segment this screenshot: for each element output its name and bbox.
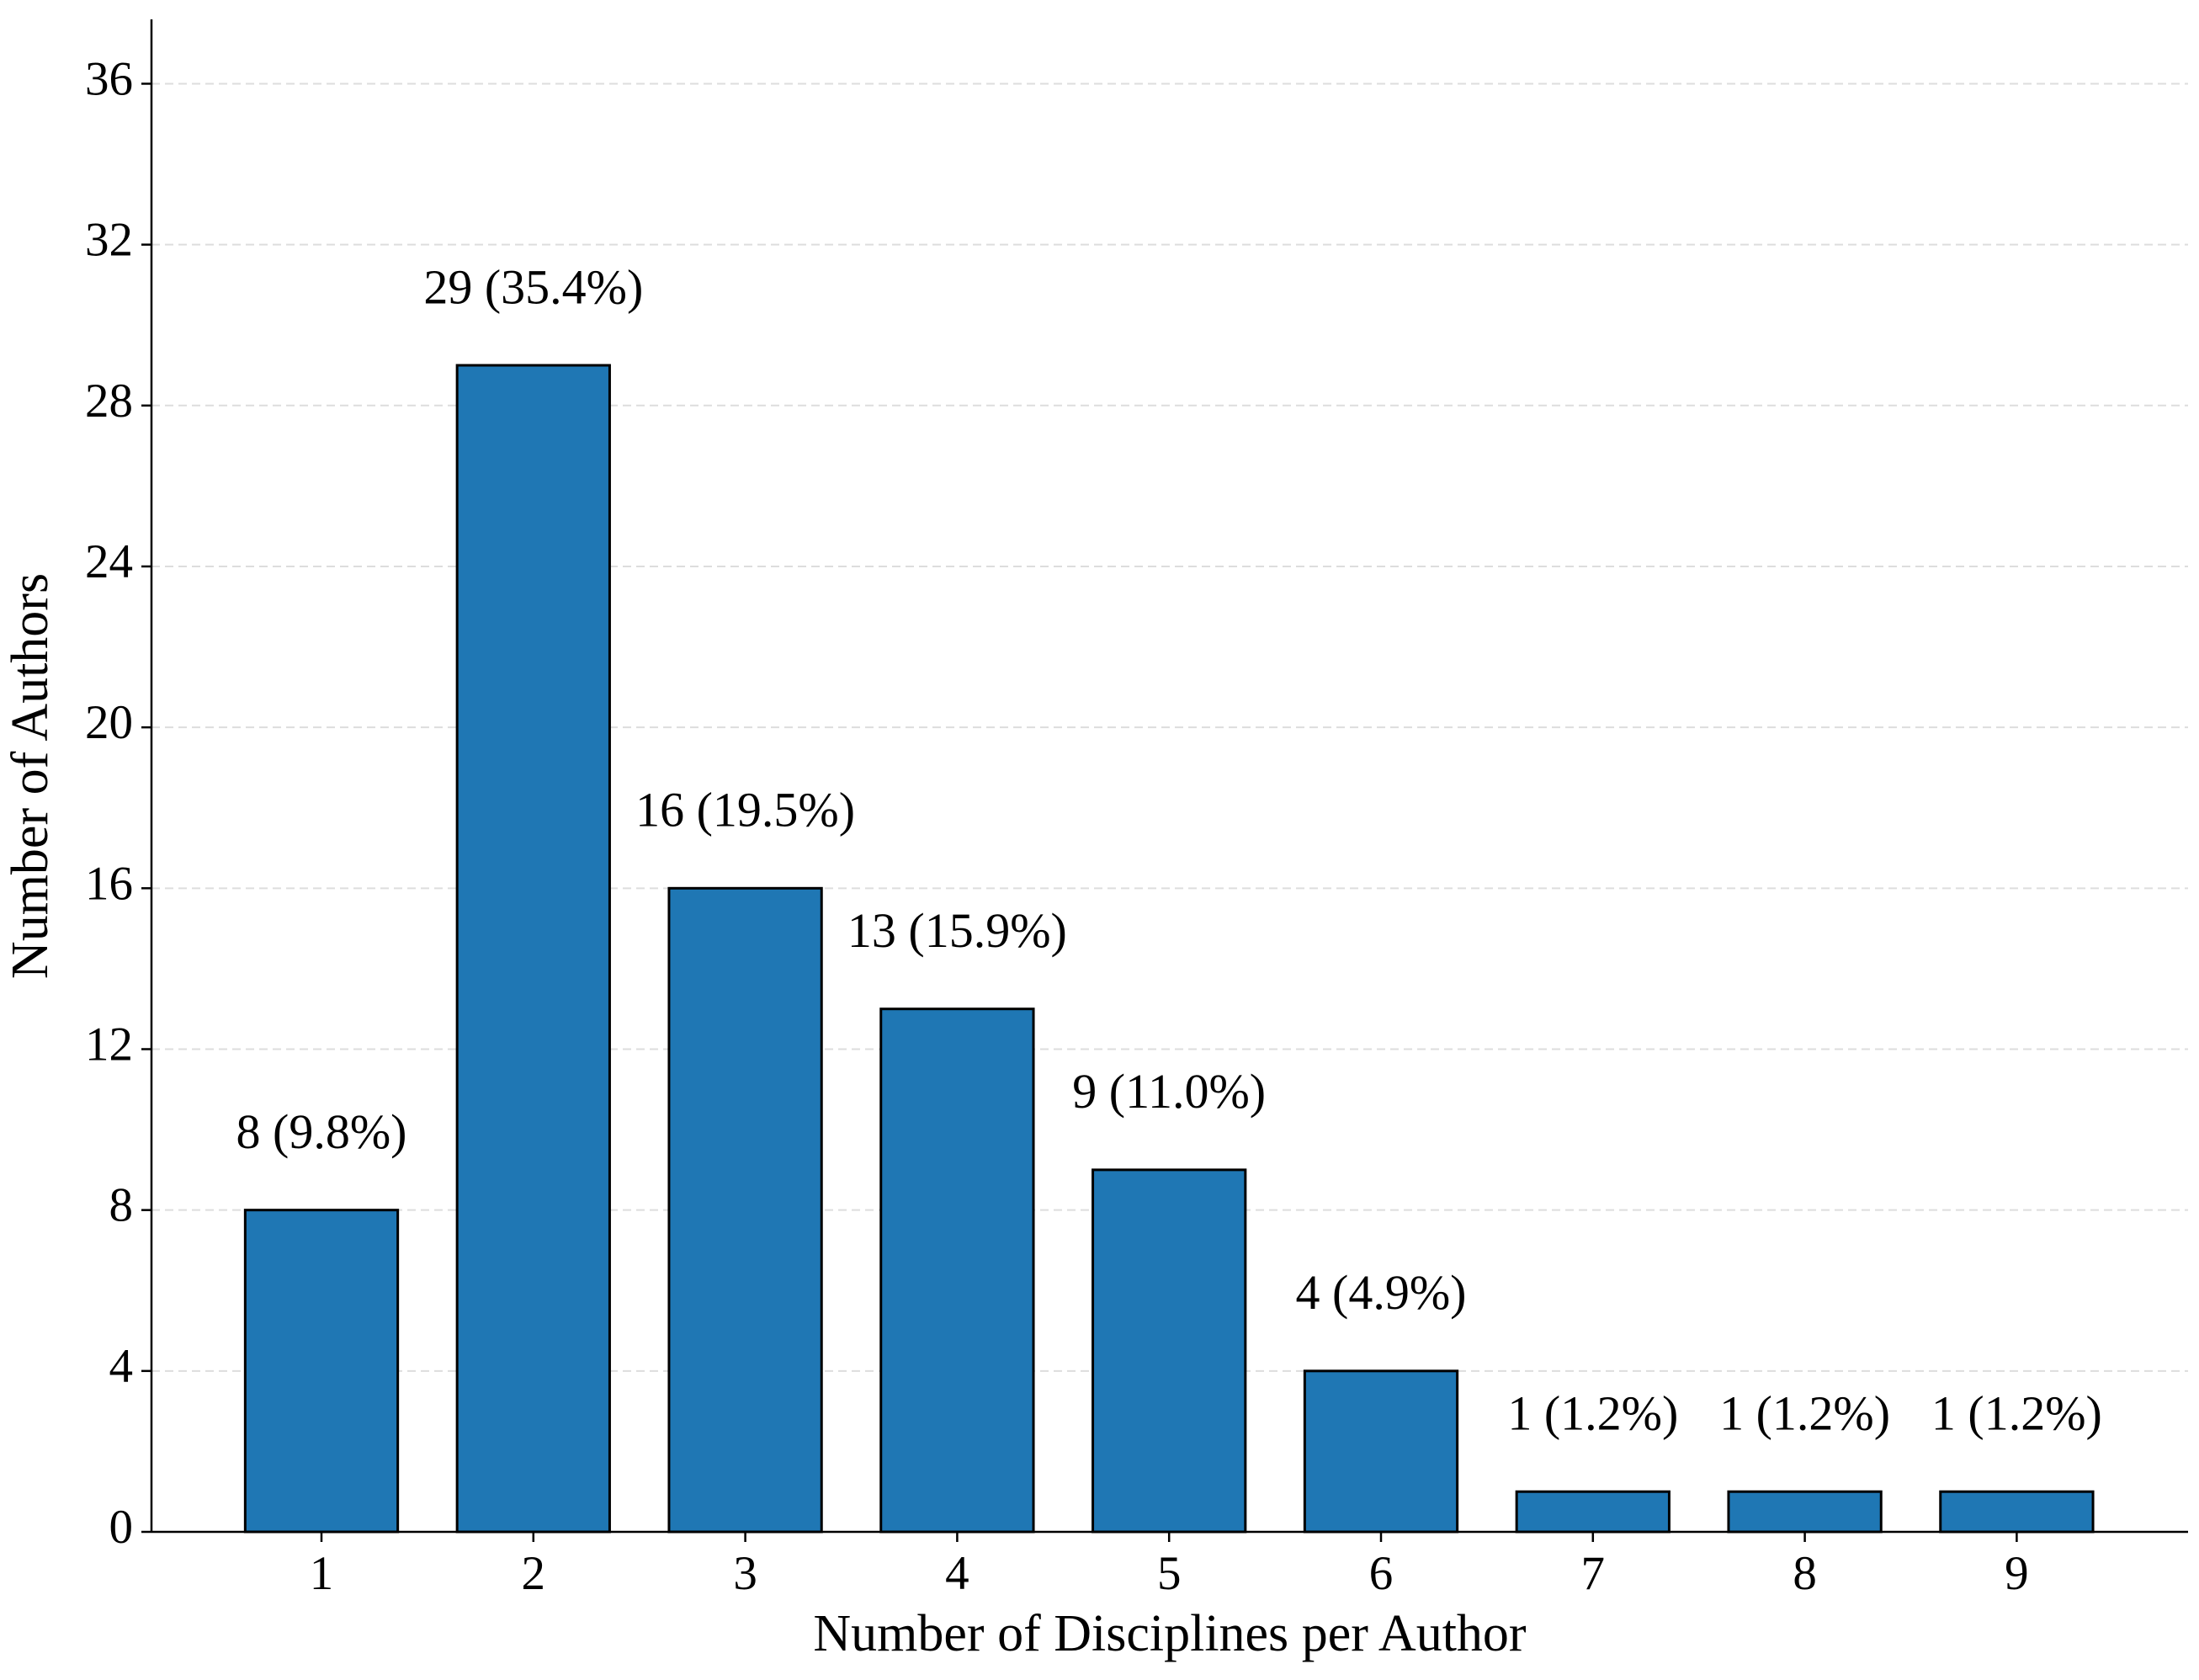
value-label: 29 (35.4%) [423, 259, 643, 314]
bar [1515, 1490, 1670, 1534]
y-tick-label: 36 [85, 53, 133, 106]
y-tick-label: 20 [85, 696, 133, 749]
y-tick-label: 32 [85, 214, 133, 267]
value-label: 8 (9.8%) [236, 1104, 407, 1159]
x-tick-label: 4 [945, 1547, 969, 1600]
x-tick-label: 6 [1369, 1547, 1394, 1600]
value-label: 1 (1.2%) [1931, 1386, 2102, 1441]
bar [243, 1209, 400, 1534]
y-tick-label: 28 [85, 375, 133, 428]
y-tick-label: 8 [109, 1179, 134, 1232]
x-tick-label: 3 [733, 1547, 757, 1600]
bar [1092, 1168, 1247, 1534]
value-label: 13 (15.9%) [847, 903, 1067, 958]
y-tick-label: 4 [109, 1340, 134, 1393]
y-axis-label: Number of Authors [2, 573, 59, 979]
y-tick-label: 16 [85, 857, 133, 910]
value-label: 16 (19.5%) [635, 783, 855, 837]
value-label: 4 (4.9%) [1296, 1265, 1467, 1320]
x-axis-label: Number of Disciplines per Author [813, 1605, 1527, 1662]
bar [879, 1007, 1035, 1534]
value-label: 1 (1.2%) [1719, 1386, 1890, 1441]
y-tick-label: 24 [85, 535, 133, 588]
bar [667, 886, 823, 1534]
x-tick-label: 9 [2005, 1547, 2029, 1600]
y-tick-label: 12 [85, 1018, 133, 1071]
value-label: 1 (1.2%) [1507, 1386, 1678, 1441]
x-tick-label: 2 [522, 1547, 546, 1600]
x-tick-label: 8 [1793, 1547, 1817, 1600]
x-tick-label: 1 [310, 1547, 334, 1600]
bar [455, 364, 611, 1534]
x-tick-label: 7 [1581, 1547, 1606, 1600]
bar [1303, 1369, 1459, 1534]
value-label: 9 (11.0%) [1072, 1064, 1266, 1119]
bar [1939, 1490, 2095, 1534]
y-tick-label: 0 [109, 1501, 134, 1554]
bar [1727, 1490, 1883, 1534]
x-tick-label: 5 [1157, 1547, 1182, 1600]
